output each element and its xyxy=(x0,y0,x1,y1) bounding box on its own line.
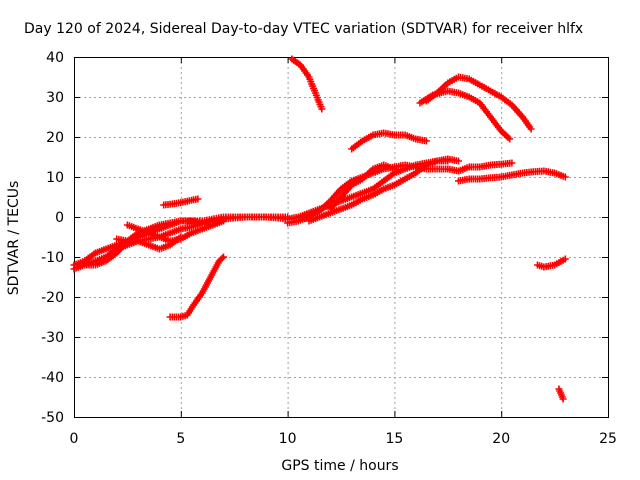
x-tick-label: 15 xyxy=(385,431,403,447)
series-arc-10 xyxy=(305,157,452,225)
y-tick-label: -20 xyxy=(41,290,64,306)
y-tick-label: -40 xyxy=(41,370,64,386)
series-markers xyxy=(113,233,185,253)
series-markers xyxy=(455,167,569,185)
series-arc-3 xyxy=(81,217,217,269)
y-tick-label: 40 xyxy=(46,50,64,66)
series-markers xyxy=(422,73,535,133)
data-points xyxy=(70,55,569,403)
series-arc-19 xyxy=(555,385,567,403)
x-tick-label: 10 xyxy=(279,431,297,447)
chart-title: Day 120 of 2024, Sidereal Day-to-day VTE… xyxy=(24,21,583,37)
series-arc-5 xyxy=(113,233,185,253)
series-markers xyxy=(348,129,430,153)
series-arc-15 xyxy=(422,73,535,133)
x-tick-label: 5 xyxy=(176,431,185,447)
x-tick-label: 25 xyxy=(599,431,617,447)
y-tick-label: 0 xyxy=(55,210,64,226)
y-axis-ticks: 40 30 20 10 0 -10 -20 -30 -40 -50 xyxy=(41,50,608,426)
y-tick-label: -50 xyxy=(41,410,64,426)
y-tick-label: -30 xyxy=(41,330,64,346)
series-markers xyxy=(534,255,569,271)
series-arc-18 xyxy=(534,255,569,271)
x-tick-label: 20 xyxy=(492,431,510,447)
series-markers xyxy=(326,161,398,213)
y-tick-label: 30 xyxy=(46,90,64,106)
x-axis-ticks: 0 5 10 15 20 25 xyxy=(70,57,617,447)
grid xyxy=(74,57,608,417)
series-markers xyxy=(81,217,217,269)
series-arc-16 xyxy=(455,159,516,175)
x-tick-label: 0 xyxy=(70,431,79,447)
series-markers xyxy=(305,157,452,225)
series-arc-13 xyxy=(348,129,430,153)
x-axis-label: GPS time / hours xyxy=(281,458,398,474)
series-arc-11 xyxy=(326,161,398,213)
y-tick-label: 20 xyxy=(46,130,64,146)
series-arc-7 xyxy=(166,253,227,321)
y-axis-label: SDTVAR / TECUs xyxy=(6,181,22,296)
y-tick-label: 10 xyxy=(46,170,64,186)
series-markers xyxy=(288,55,326,113)
y-tick-label: -10 xyxy=(41,250,64,266)
plot-frame xyxy=(74,57,609,418)
series-markers xyxy=(455,159,516,175)
series-markers xyxy=(160,195,202,209)
series-markers xyxy=(555,385,567,403)
series-markers xyxy=(166,253,227,321)
series-arc-12 xyxy=(288,55,326,113)
series-arc-17 xyxy=(455,167,569,185)
series-arc-6 xyxy=(160,195,202,209)
